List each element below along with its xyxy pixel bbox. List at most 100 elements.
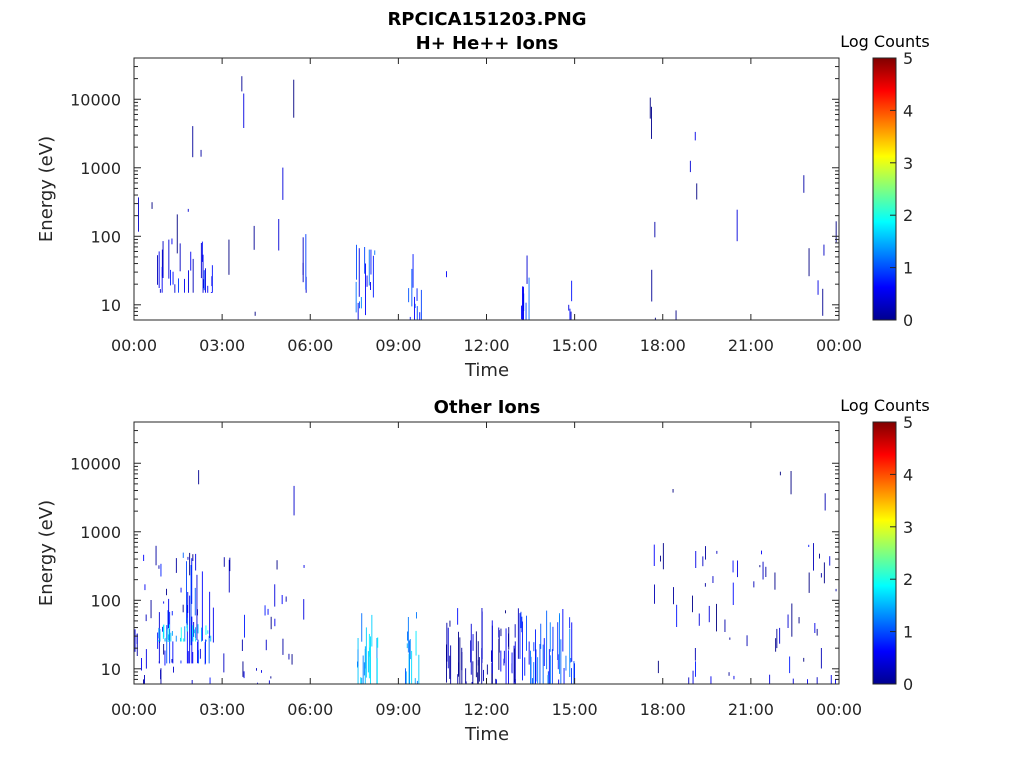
spectrogram-cell bbox=[159, 289, 161, 293]
spectrogram-cell bbox=[167, 629, 169, 642]
spectrogram-cell bbox=[450, 645, 452, 684]
spectrogram-cell bbox=[808, 572, 810, 593]
spectrogram-cell bbox=[182, 604, 184, 613]
x-tick-label: 03:00 bbox=[199, 336, 245, 355]
spectrogram-cell bbox=[790, 471, 792, 495]
spectrogram-cell bbox=[733, 675, 735, 680]
spectrogram-cell bbox=[197, 609, 198, 616]
spectrogram-cell bbox=[471, 682, 473, 684]
spectrogram-cell bbox=[160, 668, 162, 684]
spectrogram-cell bbox=[197, 641, 198, 664]
spectrogram-cell bbox=[651, 106, 652, 139]
spectrogram-cell bbox=[787, 614, 789, 628]
spectrogram-cell bbox=[257, 682, 258, 684]
spectrogram-cell bbox=[209, 591, 211, 638]
spectrogram-cell bbox=[193, 622, 195, 637]
spectrogram-cell bbox=[357, 649, 359, 667]
spectrogram-cell bbox=[256, 668, 257, 671]
spectrogram-cell bbox=[822, 288, 824, 316]
spectrogram-cell bbox=[172, 641, 174, 664]
spectrogram-cell bbox=[205, 639, 206, 664]
spectrogram-cell bbox=[570, 311, 572, 320]
spectrogram-cell bbox=[358, 248, 360, 297]
spectrogram-cell bbox=[419, 312, 421, 320]
spectrogram-cell bbox=[475, 631, 477, 678]
spectrogram-cell bbox=[411, 650, 413, 684]
spectrogram-cell bbox=[168, 598, 170, 628]
spectrogram-cell bbox=[449, 655, 451, 679]
spectrogram-cell bbox=[157, 640, 159, 642]
spectrogram-cell bbox=[688, 677, 690, 684]
spectrogram-cell bbox=[774, 572, 776, 590]
spectrogram-cell bbox=[223, 653, 225, 673]
colorbar-tick-label: 4 bbox=[903, 465, 913, 484]
x-tick-label: 15:00 bbox=[552, 336, 598, 355]
spectrogram-marks bbox=[134, 470, 839, 684]
spectrogram-cell bbox=[241, 76, 243, 92]
spectrogram-cell bbox=[559, 615, 560, 674]
spectrogram-cell bbox=[205, 625, 207, 635]
spectrogram-cell bbox=[732, 582, 734, 605]
y-tick-label: 100 bbox=[90, 591, 121, 610]
spectrogram-cell bbox=[270, 616, 272, 630]
spectrogram-cell bbox=[525, 302, 527, 320]
spectrogram-cell bbox=[418, 654, 420, 684]
spectrogram-cell bbox=[522, 286, 523, 320]
spectrogram-cell bbox=[376, 658, 378, 684]
spectrogram-cell bbox=[293, 485, 295, 516]
x-tick-label: 12:00 bbox=[463, 336, 509, 355]
spectrogram-cell bbox=[414, 678, 416, 684]
spectrogram-cell bbox=[654, 584, 655, 604]
spectrogram-cell bbox=[190, 251, 192, 271]
spectrogram-cell bbox=[261, 670, 262, 673]
spectrogram-cell bbox=[189, 552, 191, 576]
spectrogram-cell bbox=[716, 603, 717, 632]
spectrogram-cell bbox=[546, 610, 548, 670]
spectrogram-cell bbox=[537, 657, 539, 684]
spectrogram-cell bbox=[520, 611, 522, 629]
spectrogram-cell bbox=[835, 221, 837, 243]
spectrogram-cell bbox=[173, 666, 174, 673]
spectrogram-cell bbox=[477, 672, 479, 684]
spectrogram-cell bbox=[278, 219, 280, 251]
x-tick-label: 00:00 bbox=[816, 700, 862, 719]
spectrogram-cell bbox=[175, 558, 177, 573]
spectrogram-cell bbox=[201, 571, 203, 641]
spectrogram-cell bbox=[662, 543, 664, 570]
spectrogram-cell bbox=[412, 254, 414, 288]
x-tick-label: 00:00 bbox=[111, 336, 157, 355]
spectrogram-cell bbox=[198, 650, 199, 664]
spectrogram-cell bbox=[737, 560, 738, 578]
spectrogram-cell bbox=[228, 239, 230, 275]
spectrogram-cell bbox=[528, 641, 530, 665]
spectrogram-cell bbox=[570, 658, 572, 663]
spectrogram-cell bbox=[526, 255, 528, 284]
spectrogram-cell bbox=[519, 613, 521, 659]
spectrogram-cell bbox=[355, 281, 357, 313]
spectrogram-cell bbox=[716, 550, 718, 554]
x-tick-label: 00:00 bbox=[111, 700, 157, 719]
spectrogram-cell bbox=[695, 661, 696, 677]
y-tick-label: 1000 bbox=[80, 159, 121, 178]
y-axis-ticks: 10 100 1000 10000 bbox=[70, 421, 839, 685]
spectrogram-cell bbox=[470, 640, 472, 663]
spectrogram-cell bbox=[543, 638, 545, 666]
x-tick-label: 09:00 bbox=[375, 700, 421, 719]
spectrogram-cell bbox=[830, 675, 832, 684]
spectrogram-cell bbox=[414, 296, 415, 320]
spectrogram-cell bbox=[547, 675, 549, 684]
spectrogram-cell bbox=[823, 244, 825, 256]
spectrogram-cell bbox=[672, 489, 674, 493]
spectrogram-cell bbox=[514, 648, 515, 683]
spectrogram-cell bbox=[202, 254, 204, 293]
spectrogram-cell bbox=[486, 664, 488, 675]
spectrogram-cell bbox=[651, 269, 653, 302]
spectrogram-cell bbox=[365, 627, 367, 678]
spectrogram-cell bbox=[649, 97, 651, 119]
spectrogram-cell bbox=[503, 650, 505, 664]
spectrogram-cell bbox=[159, 629, 161, 642]
spectrogram-cell bbox=[209, 677, 211, 684]
spectrogram-cell bbox=[411, 268, 413, 307]
spectrogram-cell bbox=[169, 629, 170, 640]
spectrogram-cell bbox=[835, 588, 837, 592]
